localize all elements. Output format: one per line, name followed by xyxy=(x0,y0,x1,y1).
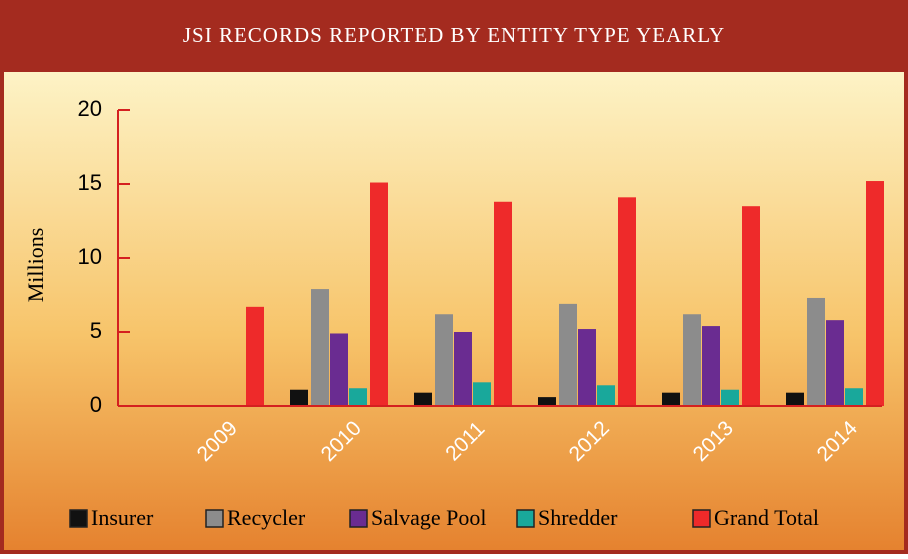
bar xyxy=(414,392,432,406)
bar xyxy=(435,314,453,406)
bar xyxy=(702,326,720,406)
bar xyxy=(246,306,264,406)
bar xyxy=(494,201,512,406)
bar xyxy=(721,389,739,406)
bar xyxy=(683,314,701,406)
legend-label: Salvage Pool xyxy=(371,505,487,530)
bar xyxy=(454,332,472,406)
y-axis-label: Millions xyxy=(23,228,48,303)
bar xyxy=(866,181,884,406)
bar xyxy=(578,329,596,406)
bar xyxy=(559,303,577,406)
legend-swatch xyxy=(69,509,88,528)
legend-swatch xyxy=(205,509,224,528)
bar xyxy=(807,297,825,406)
bar xyxy=(473,382,491,406)
bar xyxy=(370,182,388,406)
bar xyxy=(538,397,556,406)
bar xyxy=(597,385,615,406)
bar xyxy=(786,392,804,406)
legend-label: Insurer xyxy=(91,505,154,530)
bar xyxy=(742,206,760,406)
y-tick-label: 15 xyxy=(78,170,102,195)
bar xyxy=(349,388,367,406)
chart-title: JSI RECORDS REPORTED BY ENTITY TYPE YEAR… xyxy=(183,23,725,47)
bar xyxy=(330,333,348,406)
y-tick-label: 0 xyxy=(90,392,102,417)
bar xyxy=(826,320,844,406)
y-tick-label: 10 xyxy=(78,244,102,269)
legend-label: Recycler xyxy=(227,505,306,530)
bar xyxy=(618,197,636,406)
bar xyxy=(311,289,329,406)
legend-swatch xyxy=(349,509,368,528)
bar xyxy=(290,389,308,406)
bar xyxy=(662,392,680,406)
y-tick-label: 5 xyxy=(90,318,102,343)
y-tick-label: 20 xyxy=(78,96,102,121)
legend-label: Shredder xyxy=(538,505,618,530)
legend-swatch xyxy=(516,509,535,528)
legend-label: Grand Total xyxy=(714,505,819,530)
legend-swatch xyxy=(692,509,711,528)
bar xyxy=(845,388,863,406)
plot-background xyxy=(4,72,904,550)
